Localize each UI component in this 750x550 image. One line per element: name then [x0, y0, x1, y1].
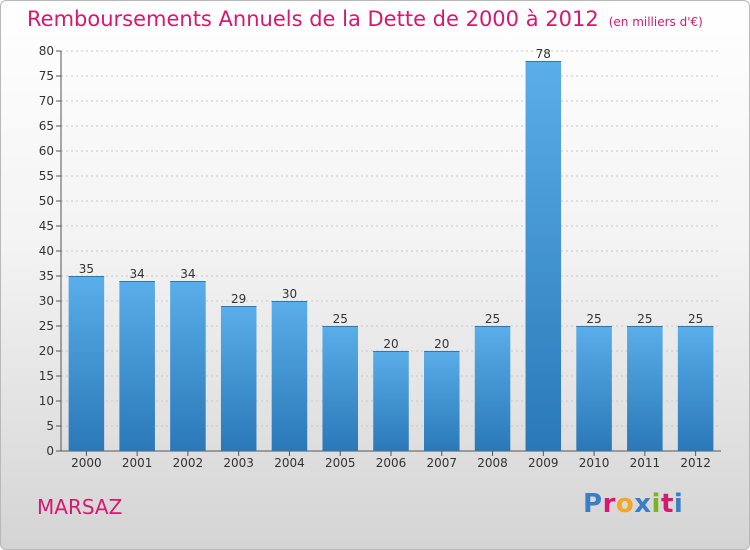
data-label: 25 — [586, 312, 601, 326]
bar — [170, 281, 206, 451]
data-label: 34 — [130, 267, 145, 281]
x-tick-label: 2006 — [376, 456, 407, 470]
data-label: 34 — [180, 267, 195, 281]
logo-letter: i — [651, 489, 661, 519]
bar — [373, 351, 409, 451]
x-tick-label: 2002 — [173, 456, 204, 470]
x-tick-label: 2005 — [325, 456, 356, 470]
y-tick-label: 65 — [39, 119, 54, 133]
y-tick-label: 75 — [39, 69, 54, 83]
y-tick-label: 10 — [39, 394, 54, 408]
y-tick-label: 60 — [39, 144, 54, 158]
y-tick-label: 35 — [39, 269, 54, 283]
data-label: 78 — [536, 47, 551, 61]
bar — [424, 351, 460, 451]
y-tick-label: 25 — [39, 319, 54, 333]
bar — [68, 276, 105, 451]
data-label: 25 — [688, 312, 703, 326]
bar — [677, 326, 714, 451]
title-text: Remboursements Annuels de la Dette de 20… — [27, 7, 599, 31]
data-label: 25 — [485, 312, 500, 326]
data-label: 30 — [282, 287, 297, 301]
x-tick-label: 2010 — [579, 456, 610, 470]
bar — [576, 326, 612, 451]
bar — [474, 326, 511, 451]
x-tick-label: 2007 — [426, 456, 457, 470]
logo-letter: t — [660, 489, 674, 519]
data-label: 25 — [637, 312, 652, 326]
y-tick-label: 40 — [39, 244, 54, 258]
y-tick-label: 5 — [46, 419, 54, 433]
y-tick-label: 70 — [39, 94, 54, 108]
bar — [525, 61, 562, 451]
bar — [322, 326, 358, 451]
y-tick-labels: 0 5 10 15 20 25 30 35 40 45 50 55 60 65 70 75 80 — [39, 44, 54, 458]
bar — [119, 281, 155, 451]
x-tick-label: 2009 — [528, 456, 559, 470]
bars — [68, 61, 714, 451]
data-labels: 35 34 34 29 30 25 20 20 25 78 25 25 25 — [79, 47, 704, 351]
bar — [271, 301, 308, 451]
y-tick-label: 15 — [39, 369, 54, 383]
logo-letter: i — [673, 489, 684, 519]
y-tick-label: 30 — [39, 294, 54, 308]
y-tick-label: 80 — [39, 44, 54, 58]
x-tick-label: 2000 — [71, 456, 102, 470]
bar — [627, 326, 663, 451]
x-tick-label: 2001 — [122, 456, 153, 470]
data-label: 20 — [434, 337, 449, 351]
data-label: 29 — [231, 292, 246, 306]
x-tick-label: 2008 — [477, 456, 508, 470]
unit-note: (en milliers d'€) — [608, 15, 703, 29]
logo-letter: x — [634, 489, 652, 519]
y-tick-label: 55 — [39, 169, 54, 183]
y-tick-label: 20 — [39, 344, 54, 358]
proxiti-logo[interactable]: Proxiti — [583, 489, 683, 519]
bar — [220, 306, 257, 451]
logo-letter: P — [583, 489, 603, 519]
logo-letter: o — [615, 489, 635, 519]
x-tick-labels: 2000 2001 2002 2003 2004 2005 2006 2007 2008 2009… — [71, 456, 711, 470]
y-tick-label: 50 — [39, 194, 54, 208]
place-name: MARSAZ — [37, 495, 123, 519]
x-tick-label: 2004 — [274, 456, 305, 470]
x-tick-label: 2012 — [680, 456, 711, 470]
data-label: 25 — [333, 312, 348, 326]
data-label: 20 — [383, 337, 398, 351]
logo-letter: r — [602, 489, 616, 519]
y-tick-label: 0 — [46, 444, 54, 458]
y-tick-label: 45 — [39, 219, 54, 233]
chart-title: Remboursements Annuels de la Dette de 20… — [27, 7, 703, 31]
x-tick-label: 2003 — [223, 456, 254, 470]
data-label: 35 — [79, 262, 94, 276]
x-tick-label: 2011 — [630, 456, 661, 470]
